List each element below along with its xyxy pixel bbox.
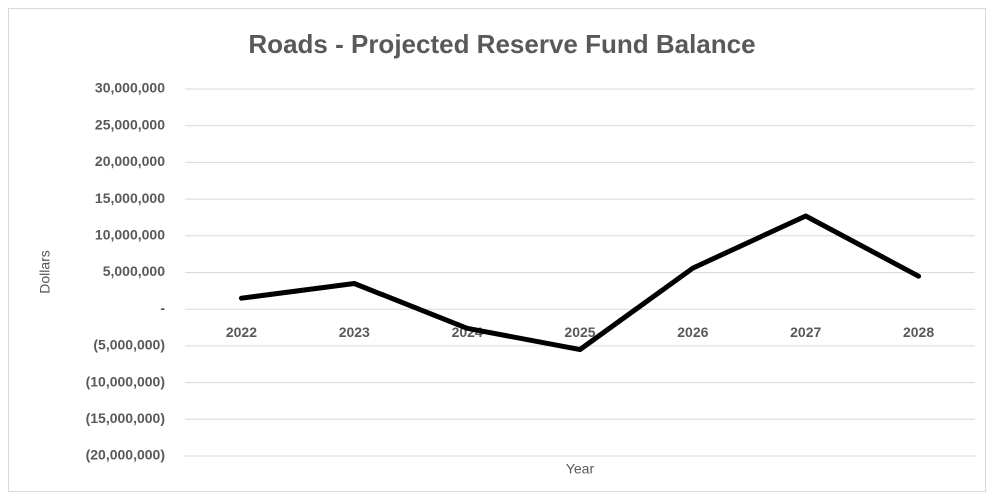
y-tick-label: 5,000,000	[103, 263, 165, 279]
y-tick-label: 15,000,000	[95, 190, 165, 206]
y-axis-label: Dollars	[37, 250, 53, 294]
y-tick-label: (15,000,000)	[86, 410, 165, 426]
y-tick-label: 30,000,000	[95, 80, 165, 96]
y-tick-label: -	[160, 300, 165, 316]
x-axis-label: Year	[566, 461, 595, 477]
y-tick-label: 10,000,000	[95, 227, 165, 243]
y-tick-label: (10,000,000)	[86, 373, 165, 389]
x-tick-label: 2028	[903, 324, 934, 340]
y-tick-label: 25,000,000	[95, 116, 165, 132]
x-tick-label: 2022	[226, 324, 257, 340]
x-tick-label: 2027	[790, 324, 821, 340]
x-tick-label: 2026	[677, 324, 708, 340]
x-tick-label: 2023	[339, 324, 370, 340]
y-tick-label: (20,000,000)	[86, 447, 165, 463]
chart-title: Roads - Projected Reserve Fund Balance	[248, 29, 755, 59]
x-tick-label: 2025	[564, 324, 595, 340]
y-tick-label: 20,000,000	[95, 153, 165, 169]
line-series	[238, 213, 922, 353]
y-tick-label: (5,000,000)	[93, 337, 165, 353]
